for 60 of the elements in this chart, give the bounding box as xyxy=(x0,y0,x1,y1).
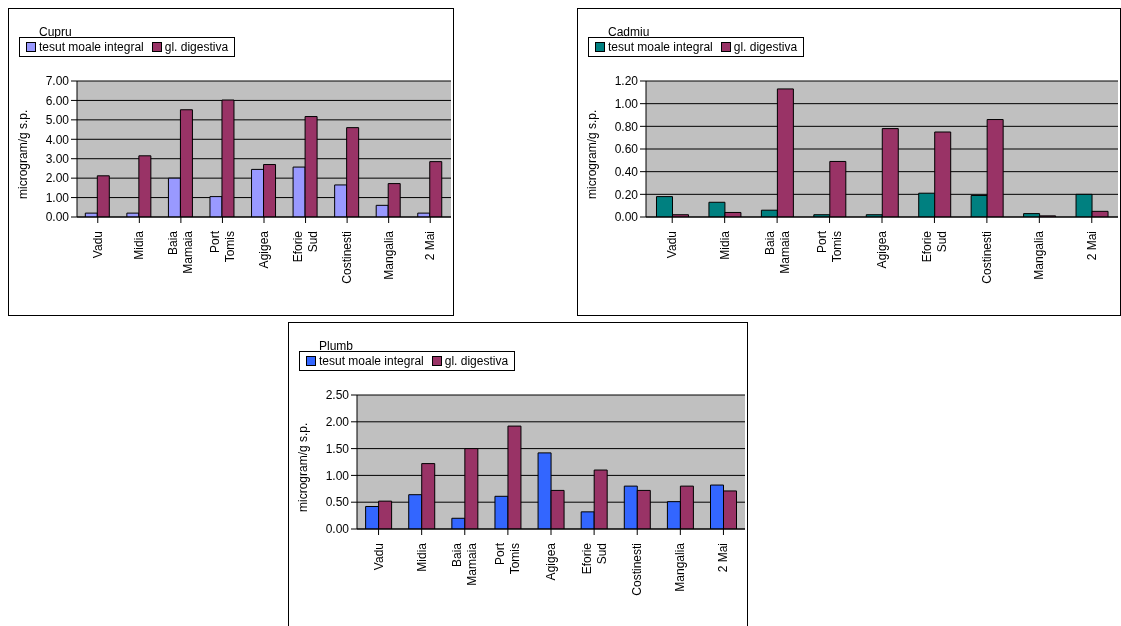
y-tick-label: 1.50 xyxy=(325,441,350,456)
x-tick-label: Midia xyxy=(414,542,429,572)
y-tick-label: 4.00 xyxy=(45,132,70,147)
x-tick-label: Eforie Sud xyxy=(291,230,321,263)
x-tick-label: Midia xyxy=(132,230,147,260)
legend-label: gl. digestiva xyxy=(163,40,229,54)
x-tick-label: Port Tomis xyxy=(207,230,237,263)
y-axis-title: microgram/g s.p. xyxy=(16,109,31,199)
y-tick-label: 6.00 xyxy=(45,93,70,108)
y-tick-label: 0.00 xyxy=(45,210,70,225)
y-tick-label: 1.00 xyxy=(614,96,639,111)
x-tick-label: 2 Mai xyxy=(1084,231,1099,261)
x-tick-label: Costinesti xyxy=(630,543,645,596)
x-tick-label: Agigea xyxy=(875,230,889,269)
y-tick-label: 2.50 xyxy=(325,388,350,403)
x-tick-label: Mangalia xyxy=(1032,230,1047,280)
y-tick-label: 0.00 xyxy=(614,210,639,225)
y-tick-label: 0.40 xyxy=(614,164,639,179)
x-tick-label: Vadu xyxy=(665,231,680,259)
legend-label: tesut moale integral xyxy=(318,354,424,368)
legend-label: gl. digestiva xyxy=(443,354,509,368)
x-tick-label: Mangalia xyxy=(673,542,688,592)
x-tick-label: Mangalia xyxy=(381,230,396,280)
x-tick-label: Port Tomis xyxy=(815,230,845,263)
x-tick-label: Baia Mamaia xyxy=(166,230,196,274)
y-tick-label: 0.00 xyxy=(325,522,350,537)
chart-title: Plumb xyxy=(319,339,354,353)
x-tick-label: Agigea xyxy=(257,230,271,269)
y-axis-title: microgram/g s.p. xyxy=(585,109,600,199)
y-tick-label: 2.00 xyxy=(325,415,350,430)
x-tick-label: Vadu xyxy=(90,231,105,259)
chart-title: Cupru xyxy=(39,25,72,39)
x-tick-label: Agigea xyxy=(544,542,558,581)
y-tick-label: 2.00 xyxy=(45,171,70,186)
y-tick-label: 7.00 xyxy=(45,74,70,89)
x-tick-label: Baia Mamaia xyxy=(450,542,480,586)
legend-label: tesut moale integral xyxy=(607,40,713,54)
x-tick-label: Eforie Sud xyxy=(579,542,609,575)
y-tick-label: 0.60 xyxy=(614,142,639,157)
y-tick-label: 0.20 xyxy=(614,187,639,202)
y-tick-label: 0.80 xyxy=(614,119,639,134)
legend-label: tesut moale integral xyxy=(38,40,144,54)
x-tick-label: Eforie Sud xyxy=(919,230,949,263)
x-tick-label: 2 Mai xyxy=(716,543,731,573)
x-tick-label: Vadu xyxy=(371,543,386,571)
x-tick-label: Costinesti xyxy=(340,231,355,284)
x-tick-label: Costinesti xyxy=(979,231,994,284)
y-tick-label: 1.00 xyxy=(45,190,70,205)
legend-label: gl. digestiva xyxy=(732,40,798,54)
y-tick-label: 1.20 xyxy=(614,74,639,89)
x-tick-label: Midia xyxy=(717,230,732,260)
chart-title: Cadmiu xyxy=(608,25,650,39)
y-axis-title: microgram/g s.p. xyxy=(296,422,311,512)
y-tick-label: 0.50 xyxy=(325,495,350,510)
y-tick-label: 1.00 xyxy=(325,468,350,483)
y-tick-label: 3.00 xyxy=(45,151,70,166)
y-tick-label: 5.00 xyxy=(45,113,70,128)
x-tick-label: Baia Mamaia xyxy=(762,230,792,274)
x-tick-label: Port Tomis xyxy=(493,542,523,575)
x-tick-label: 2 Mai xyxy=(423,231,438,261)
